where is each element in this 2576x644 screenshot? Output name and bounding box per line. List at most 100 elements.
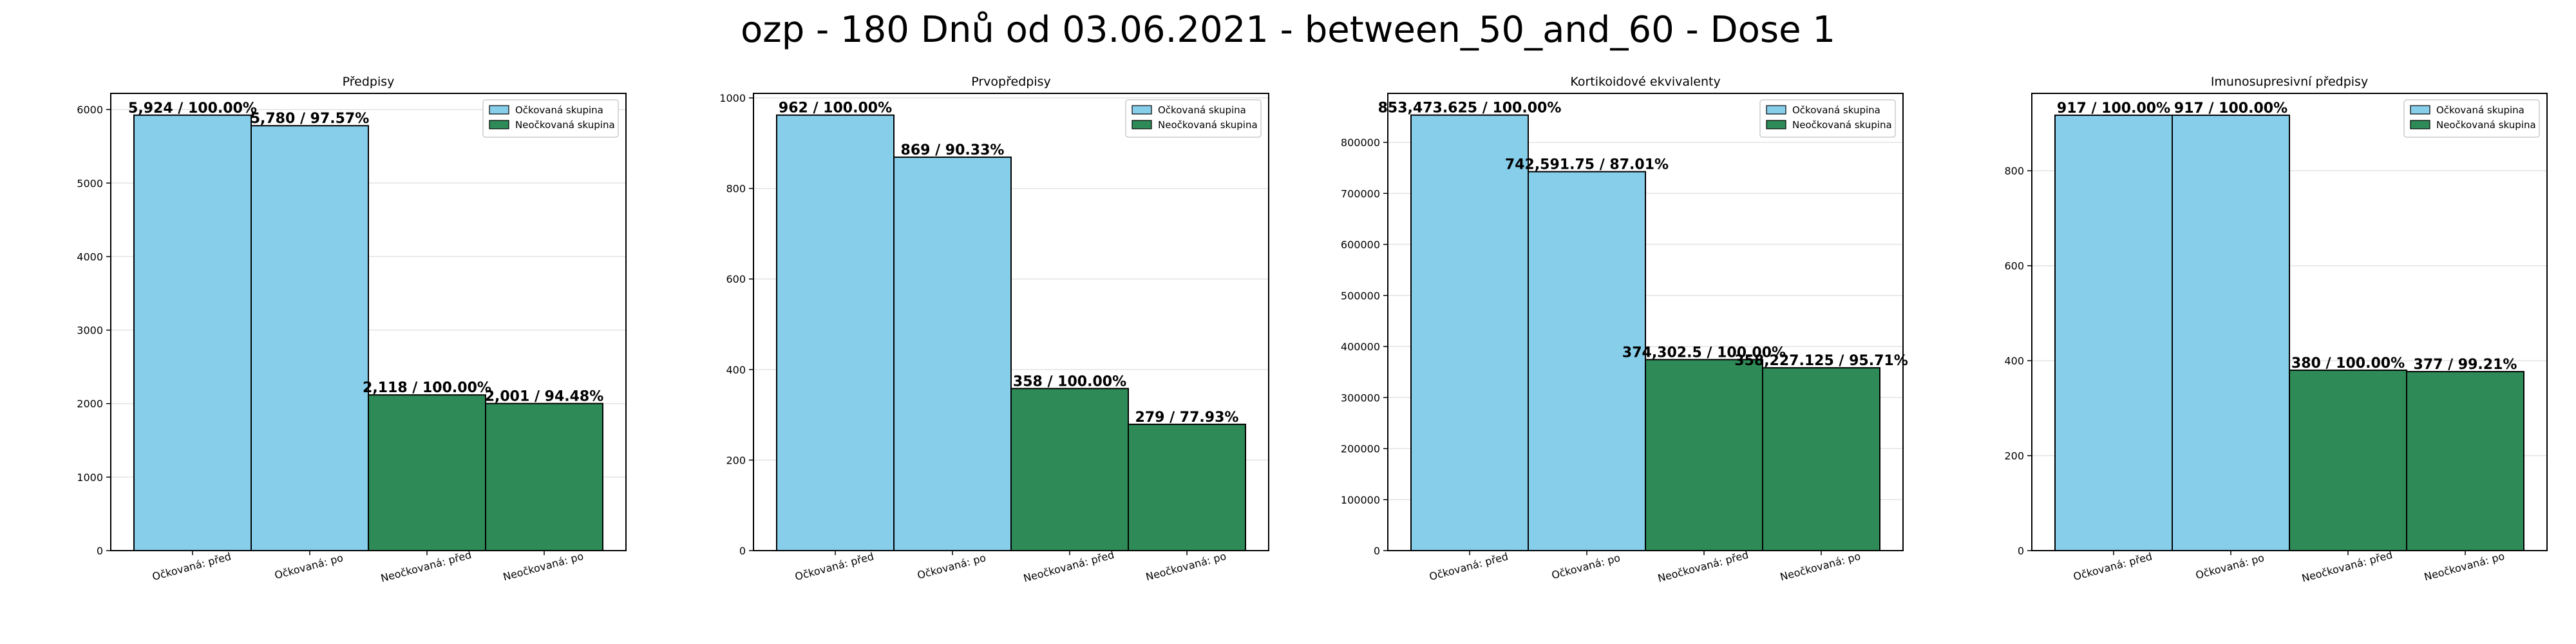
y-tick-label: 200 bbox=[726, 454, 746, 466]
chart-title: Kortikoidové ekvivalenty bbox=[1570, 75, 1720, 89]
chart-panel-3: 853,473.625 / 100.00% Očkovaná: před 742,5… bbox=[1341, 75, 1908, 585]
bar-value-label: 962 / 100.00% bbox=[779, 100, 892, 117]
legend-label: Neočkovaná skupina bbox=[515, 119, 615, 131]
y-tick-label: 400000 bbox=[1341, 341, 1380, 353]
legend-label: Očkovaná skupina bbox=[515, 104, 603, 116]
bar-2 bbox=[893, 156, 1012, 551]
legend-swatch bbox=[1132, 105, 1152, 115]
y-tick-label: 800 bbox=[2004, 165, 2024, 177]
figure-title: ozp - 180 Dnů od 03.06.2021 - between_50… bbox=[741, 9, 1835, 51]
x-tick-label: Neočkovaná: před bbox=[2300, 549, 2394, 585]
legend-label: Očkovaná skupina bbox=[2436, 104, 2524, 116]
y-tick-label: 700000 bbox=[1341, 187, 1380, 200]
bar-value-label: 374,302.5 / 100.00% bbox=[1622, 345, 1786, 361]
bar-3 bbox=[1645, 359, 1763, 551]
bar-value-label: 358,227.125 / 95.71% bbox=[1734, 353, 1908, 369]
x-tick-label: Neočkovaná: před bbox=[1022, 549, 1115, 585]
plot-frame bbox=[1387, 93, 1904, 551]
legend-label: Neočkovaná skupina bbox=[1158, 119, 1258, 131]
bar-value-label: 2,118 / 100.00% bbox=[363, 380, 491, 396]
bar-3 bbox=[368, 394, 486, 552]
x-tick-label: Očkovaná: po bbox=[2194, 551, 2266, 582]
y-tick-label: 0 bbox=[97, 545, 103, 557]
y-tick-label: 200000 bbox=[1341, 443, 1380, 455]
y-tick-label: 1000 bbox=[719, 92, 746, 104]
bar-value-label: 2,001 / 94.48% bbox=[485, 389, 604, 405]
x-tick-label: Neočkovaná: po bbox=[1144, 550, 1227, 583]
bar-value-label: 5,924 / 100.00% bbox=[128, 100, 257, 117]
bar-3 bbox=[2289, 369, 2407, 551]
bar-4 bbox=[485, 402, 603, 551]
legend-swatch bbox=[2410, 105, 2430, 115]
bar-value-label: 853,473.625 / 100.00% bbox=[1378, 100, 1562, 117]
x-tick-label: Neočkovaná: po bbox=[1779, 550, 1862, 583]
plot-frame bbox=[2031, 93, 2548, 551]
bar-1 bbox=[1410, 114, 1529, 551]
bar-value-label: 869 / 90.33% bbox=[901, 142, 1005, 158]
bar-value-label: 377 / 99.21% bbox=[2414, 357, 2517, 373]
legend-label: Očkovaná skupina bbox=[1158, 104, 1246, 116]
legend bbox=[2403, 99, 2540, 138]
plot-frame bbox=[110, 93, 627, 551]
y-tick-label: 600000 bbox=[1341, 239, 1380, 251]
bar-4 bbox=[1128, 423, 1246, 551]
legend-label: Neočkovaná skupina bbox=[1792, 119, 1892, 131]
bar-1 bbox=[776, 114, 895, 552]
x-tick-label: Očkovaná: před bbox=[151, 550, 232, 583]
chart-title: Imunosupresivní předpisy bbox=[2211, 75, 2368, 89]
x-tick-label: Očkovaná: po bbox=[273, 551, 345, 582]
y-tick-label: 800 bbox=[726, 183, 746, 195]
y-tick-label: 3000 bbox=[77, 325, 103, 337]
legend-swatch bbox=[2410, 120, 2430, 129]
y-tick-label: 1000 bbox=[77, 471, 103, 484]
y-tick-label: 300000 bbox=[1341, 392, 1380, 404]
y-tick-label: 6000 bbox=[77, 104, 103, 116]
y-tick-label: 600 bbox=[726, 273, 746, 285]
legend-swatch bbox=[1766, 120, 1786, 129]
chart-title: Předpisy bbox=[343, 75, 395, 89]
x-tick-label: Očkovaná: před bbox=[793, 550, 875, 583]
x-tick-label: Neočkovaná: před bbox=[1656, 549, 1750, 585]
plot-frame bbox=[753, 93, 1269, 551]
y-tick-label: 400 bbox=[2004, 355, 2024, 367]
bar-1 bbox=[2054, 114, 2173, 551]
bar-value-label: 279 / 77.93% bbox=[1135, 410, 1239, 426]
legend-swatch bbox=[489, 120, 509, 129]
legend bbox=[482, 99, 619, 138]
legend-swatch bbox=[1132, 120, 1152, 129]
x-tick-label: Neočkovaná: po bbox=[502, 550, 585, 583]
bar-value-label: 380 / 100.00% bbox=[2291, 355, 2405, 372]
bar-2 bbox=[2172, 114, 2290, 551]
x-tick-label: Očkovaná: před bbox=[2072, 550, 2154, 583]
bar-value-label: 917 / 100.00% bbox=[2057, 100, 2170, 117]
legend bbox=[1125, 99, 1262, 138]
y-tick-label: 0 bbox=[2018, 545, 2024, 557]
x-tick-label: Očkovaná: po bbox=[916, 551, 987, 582]
legend-swatch bbox=[489, 105, 509, 115]
legend-label: Očkovaná skupina bbox=[1792, 104, 1880, 116]
y-tick-label: 5000 bbox=[77, 177, 103, 189]
chart-panel-4: 917 / 100.00% Očkovaná: před 917 / 100.00%… bbox=[2004, 75, 2548, 585]
y-tick-label: 4000 bbox=[77, 251, 103, 263]
bar-value-label: 742,591.75 / 87.01% bbox=[1505, 157, 1669, 173]
chart-panel-2: 962 / 100.00% Očkovaná: před 869 / 90.33% O… bbox=[719, 75, 1269, 585]
y-tick-label: 800000 bbox=[1341, 137, 1380, 149]
legend-swatch bbox=[1766, 105, 1786, 115]
legend-label: Neočkovaná skupina bbox=[2436, 119, 2536, 131]
x-tick-label: Očkovaná: po bbox=[1550, 551, 1622, 582]
bar-4 bbox=[2406, 371, 2524, 552]
bar-value-label: 917 / 100.00% bbox=[2174, 100, 2287, 117]
legend bbox=[1759, 99, 1896, 138]
y-tick-label: 0 bbox=[739, 545, 746, 557]
y-tick-label: 400 bbox=[726, 364, 746, 376]
bar-2 bbox=[251, 125, 369, 551]
bar-value-label: 358 / 100.00% bbox=[1013, 374, 1126, 390]
bar-1 bbox=[133, 114, 252, 551]
y-tick-label: 200 bbox=[2004, 450, 2024, 462]
bar-3 bbox=[1010, 388, 1129, 551]
bar-4 bbox=[1762, 367, 1880, 551]
y-tick-label: 0 bbox=[1374, 545, 1380, 557]
y-tick-label: 100000 bbox=[1341, 494, 1380, 506]
x-tick-label: Neočkovaná: před bbox=[379, 549, 473, 585]
